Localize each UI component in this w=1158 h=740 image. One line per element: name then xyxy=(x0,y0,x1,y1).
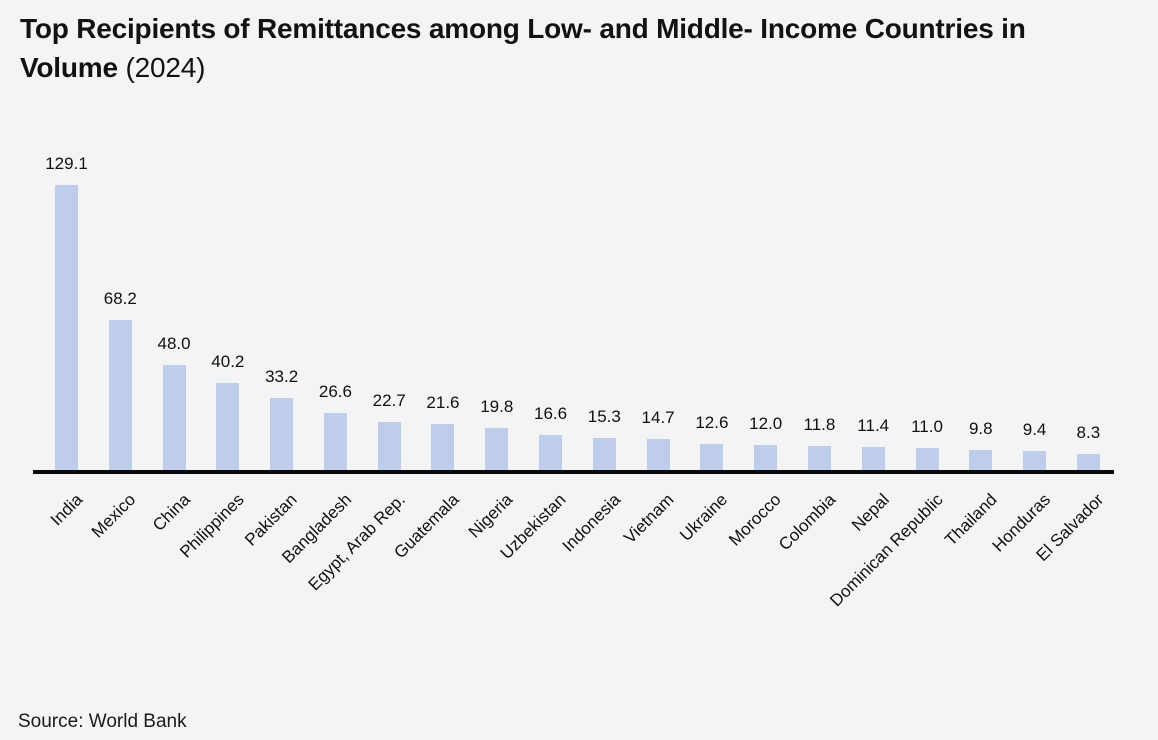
bar-group: 11.4 Nepal xyxy=(848,185,893,535)
bar xyxy=(539,435,563,472)
category-label: Nepal xyxy=(847,490,893,535)
bar xyxy=(377,421,401,472)
bar-value-label: 40.2 xyxy=(211,351,245,371)
category-label: Ukraine xyxy=(676,490,732,545)
bar xyxy=(754,445,778,472)
bar-group: 14.7 Vietnam xyxy=(620,185,677,547)
bar-group: 26.6 Bangladesh xyxy=(278,185,355,567)
bar-group: 33.2 Pakistan xyxy=(242,185,302,549)
chart-title-line2: Countries in Volume (2024) xyxy=(20,13,1026,83)
bar-value-label: 11.0 xyxy=(911,416,943,436)
chart-title: Top Recipients of Remittances among Low-… xyxy=(20,9,1110,87)
bar-value-label: 16.6 xyxy=(533,404,568,424)
bar-group: 11.8 Colombia xyxy=(775,185,839,554)
bar-group: 48.0 China xyxy=(149,185,194,535)
bar-value-label: 22.7 xyxy=(372,390,406,410)
category-label: Indonesia xyxy=(558,490,624,556)
bar-group: 9.8 Thailand xyxy=(941,185,1001,549)
bar-value-label: 21.6 xyxy=(426,392,460,412)
bar-group: 15.3 Indonesia xyxy=(558,185,624,556)
category-label: India xyxy=(46,490,86,530)
category-label: Colombia xyxy=(774,490,839,555)
bar xyxy=(270,398,294,472)
bar-group: 40.2 Philippines xyxy=(176,185,248,562)
bar-value-label: 48.0 xyxy=(157,334,191,354)
bars-row: 129.1 India 68.2 Mexico 48.0 China 40.2 Philipp… xyxy=(45,154,1108,611)
chart-title-year: (2024) xyxy=(125,52,206,83)
bar xyxy=(646,439,670,472)
x-axis-line xyxy=(33,470,1114,474)
bar-value-label: 14.7 xyxy=(641,408,675,428)
category-label: Egypt, Arab Rep. xyxy=(304,490,409,595)
bar xyxy=(108,320,132,472)
bar-group: 68.2 Mexico xyxy=(88,185,140,541)
category-label: China xyxy=(148,490,194,535)
category-label: Mexico xyxy=(88,490,140,542)
bar xyxy=(861,446,885,472)
bar-group: 8.3 El Salvador xyxy=(1033,185,1108,565)
bar-value-label: 129.1 xyxy=(45,154,88,173)
bar-group: 19.8 Nigeria xyxy=(465,185,517,542)
bar xyxy=(1023,451,1047,472)
bar-value-label: 26.6 xyxy=(318,381,352,401)
bar-group: 16.6 Uzbekistan xyxy=(497,185,570,563)
chart-title-line1: Top Recipients of Remittances among Low-… xyxy=(20,13,858,44)
bar-value-label: 68.2 xyxy=(103,289,137,309)
bar-value-label: 11.4 xyxy=(857,415,890,435)
bar xyxy=(592,438,616,472)
bar xyxy=(55,185,78,472)
category-label: Nigeria xyxy=(464,490,517,542)
bar xyxy=(323,412,347,472)
bar xyxy=(700,444,724,472)
bar-group: 129.1 India xyxy=(45,154,88,530)
bar-group: 12.6 Ukraine xyxy=(676,185,731,545)
bar xyxy=(162,365,186,472)
bar-value-label: 12.0 xyxy=(749,414,783,434)
bar xyxy=(485,428,509,472)
category-label: Vietnam xyxy=(620,490,678,548)
bar xyxy=(1076,453,1100,472)
bar xyxy=(969,450,993,472)
bar-group: 9.4 Honduras xyxy=(988,185,1054,555)
bar-group: 21.6 Guatemala xyxy=(390,185,462,562)
bar-value-label: 15.3 xyxy=(587,407,621,426)
bar-value-label: 9.8 xyxy=(968,419,993,439)
bar-value-label: 33.2 xyxy=(265,367,299,387)
bar-value-label: 9.4 xyxy=(1022,420,1047,440)
bar-value-label: 8.3 xyxy=(1076,422,1101,442)
bar xyxy=(807,445,831,472)
bar xyxy=(915,447,939,472)
bar-group: 12.0 Morocco xyxy=(726,185,786,549)
bar xyxy=(431,424,455,472)
bar xyxy=(216,382,240,472)
bar-value-label: 12.6 xyxy=(695,413,729,432)
bar-value-label: 19.8 xyxy=(480,396,514,416)
source-text: Source: World Bank xyxy=(18,711,187,732)
bar-group: 11.0 Dominican Republic xyxy=(826,185,946,611)
bar-group: 22.7 Egypt, Arab Rep. xyxy=(304,185,408,595)
bar-value-label: 11.8 xyxy=(803,414,836,434)
